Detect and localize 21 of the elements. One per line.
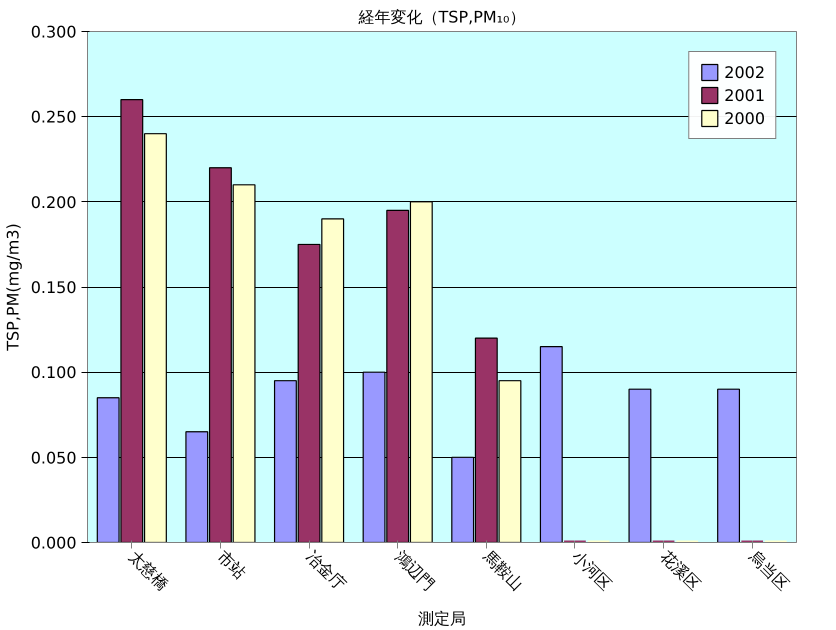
legend-label: 2001 <box>724 86 765 104</box>
y-tick-label: 0.200 <box>30 192 77 212</box>
y-tick-label: 0.150 <box>30 278 77 297</box>
y-tick-label: 0.250 <box>30 108 77 127</box>
chart-title: 経年変化（TSP,PM₁₀） <box>358 8 526 26</box>
y-tick-label: 0.000 <box>30 534 77 552</box>
x-tick-label: 太慈橋 <box>125 546 172 594</box>
x-tick-label: 市站 <box>214 546 250 583</box>
y-tick-label: 0.100 <box>30 363 77 382</box>
x-tick-label: 烏当区 <box>744 546 793 594</box>
x-tick-label: 花溪区 <box>656 546 704 594</box>
legend-label: 2002 <box>724 62 765 82</box>
x-tick-label: 馬鞍山 <box>478 546 527 594</box>
x-tick-label: 冶金庁 <box>302 546 350 594</box>
y-tick-label: 0.300 <box>30 22 77 42</box>
y-tick-label: 0.050 <box>30 448 77 468</box>
x-tick-label: 鴻辺門 <box>390 546 438 594</box>
x-axis-title: 測定局 <box>418 608 466 628</box>
x-tick-label: 小河区 <box>568 546 616 594</box>
y-axis-title: TSP,PM(mg/m3) <box>4 223 23 352</box>
legend-label: 2000 <box>724 108 765 128</box>
